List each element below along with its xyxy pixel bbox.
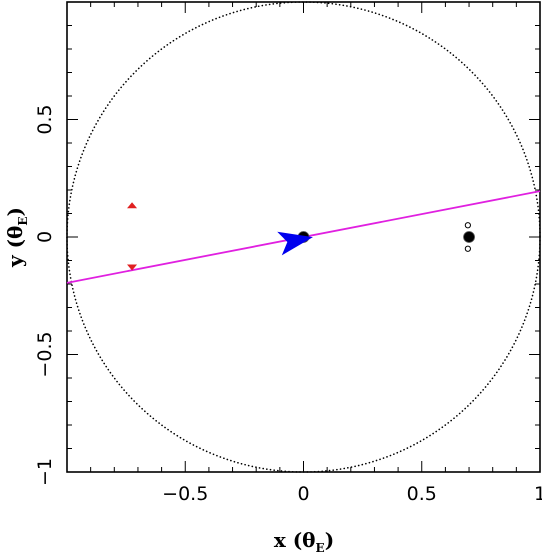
einstein-ring-circle [66, 1, 541, 473]
x-tick-label: 0 [297, 483, 309, 505]
y-tick-label: 0 [34, 231, 56, 243]
y-tick-label: −1 [34, 458, 56, 486]
satellite-point [464, 245, 471, 252]
image-marker-up [127, 202, 138, 209]
tick-labels: −0.5 0 0.5 1 −1 −0.5 0 0.5 [34, 104, 542, 505]
y-tick-label: −0.5 [34, 331, 56, 377]
x-tick-label: 0.5 [407, 483, 437, 505]
y-axis-label: y (θE) [3, 207, 30, 268]
source-arrow [277, 231, 313, 256]
x-axis-label: x (θE) [274, 528, 334, 555]
einstein-ring [66, 1, 541, 473]
lens-secondary [463, 231, 475, 243]
satellite-point [464, 222, 471, 229]
x-tick-label: 1 [534, 483, 542, 505]
y-tick-label: 0.5 [34, 104, 56, 134]
axis-ticks [67, 2, 540, 472]
plot-marks [127, 202, 475, 271]
x-tick-label: −0.5 [162, 483, 208, 505]
lens-secondary-outline [463, 231, 475, 243]
image-marker-down [127, 264, 138, 271]
